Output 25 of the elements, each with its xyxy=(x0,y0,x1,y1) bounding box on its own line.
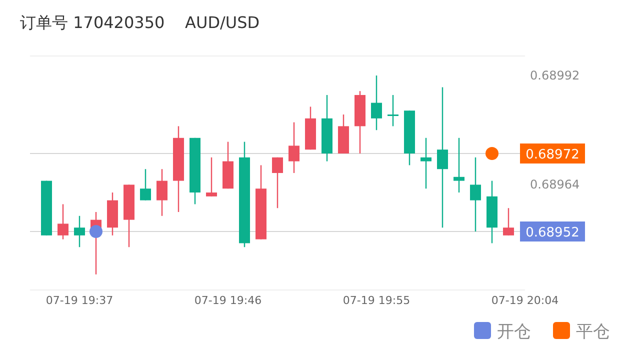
x-tick-label: 07-19 19:46 xyxy=(194,294,262,307)
x-tick-label: 07-19 20:04 xyxy=(491,294,559,307)
ref-line-label: 0.68972 xyxy=(526,148,580,162)
candlestick xyxy=(420,137,432,190)
candlestick xyxy=(288,122,300,174)
candlestick xyxy=(454,137,464,194)
candlestick xyxy=(470,156,481,232)
candlestick xyxy=(74,215,85,248)
candlestick xyxy=(140,168,151,201)
candlestick xyxy=(156,168,168,216)
chart-title: 订单号 170420350 AUD/USD xyxy=(20,13,260,32)
candlestick xyxy=(388,94,398,127)
y-tick-label: 0.68964 xyxy=(530,178,580,192)
y-tick-label: 0.68992 xyxy=(530,68,580,82)
candlestick xyxy=(371,74,382,131)
x-tick-label: 07-19 19:55 xyxy=(342,294,410,307)
candlestick xyxy=(206,156,217,197)
candlestick xyxy=(503,208,514,236)
candlestick xyxy=(437,86,448,228)
legend-label: 开仓 xyxy=(497,322,531,342)
ref-line-label: 0.68952 xyxy=(526,226,580,240)
legend-label: 平仓 xyxy=(576,322,610,342)
candlestick xyxy=(58,204,68,240)
candlestick xyxy=(272,156,283,209)
x-tick-label: 07-19 19:37 xyxy=(46,294,114,307)
